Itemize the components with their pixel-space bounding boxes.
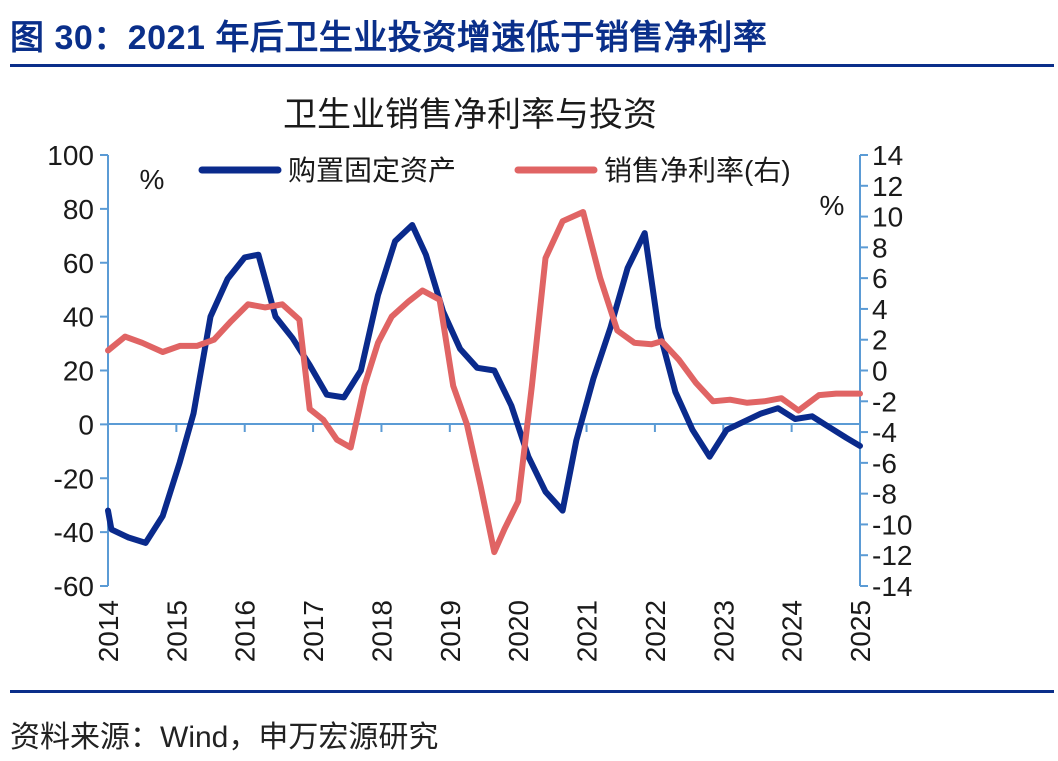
x-tick-label: 2024 [777, 600, 808, 662]
left-axis-ticks: 100 80 60 40 20 0 -20 -40 -60 [47, 140, 108, 602]
x-tick-label: 2014 [93, 600, 124, 662]
right-tick-label: -6 [872, 448, 897, 479]
left-tick-label: -60 [54, 571, 94, 602]
right-tick-label: -10 [872, 509, 912, 540]
right-tick-label: 12 [872, 171, 903, 202]
right-tick-label: 14 [872, 140, 903, 171]
left-tick-label: 60 [63, 248, 94, 279]
left-tick-label: 0 [78, 409, 94, 440]
x-axis-ticks: 2014 2015 2016 2017 2018 2019 2020 2021 2022 2023… [93, 424, 876, 662]
right-tick-label: 10 [872, 202, 903, 233]
left-tick-label: -40 [54, 517, 94, 548]
right-tick-label: 2 [872, 325, 888, 356]
source-note: 资料来源：Wind，申万宏源研究 [10, 721, 439, 754]
x-tick-label: 2022 [640, 600, 671, 662]
x-tick-label: 2020 [503, 600, 534, 662]
right-tick-label: -12 [872, 540, 912, 571]
figure-title: 图 30：2021 年后卫生业投资增速低于销售净利率 [10, 19, 768, 57]
right-tick-label: 0 [872, 356, 888, 387]
x-tick-label: 2016 [230, 600, 261, 662]
right-tick-label: -8 [872, 479, 897, 510]
left-tick-label: -20 [54, 463, 94, 494]
right-tick-label: 4 [872, 294, 888, 325]
series-line-investment [105, 222, 863, 546]
right-tick-label: 6 [872, 263, 888, 294]
right-axis-unit: % [820, 190, 845, 221]
x-tick-label: 2017 [298, 600, 329, 662]
x-tick-label: 2023 [708, 600, 739, 662]
right-tick-label: 8 [872, 232, 888, 263]
legend-label-investment: 购置固定资产 [288, 155, 456, 186]
title-divider [10, 64, 1054, 67]
x-tick-label: 2015 [161, 600, 192, 662]
chart-title: 卫生业销售净利率与投资 [283, 96, 657, 134]
right-tick-label: -14 [872, 571, 912, 602]
left-tick-label: 100 [47, 140, 94, 171]
left-axis-unit: % [140, 164, 165, 195]
x-tick-label: 2018 [366, 600, 397, 662]
x-tick-label: 2025 [845, 600, 876, 662]
legend-label-margin: 销售净利率(右) [604, 155, 791, 186]
source-divider [10, 690, 1054, 693]
right-tick-label: -4 [872, 417, 897, 448]
left-tick-label: 20 [63, 356, 94, 387]
x-tick-label: 2019 [435, 600, 466, 662]
right-tick-label: -2 [872, 386, 897, 417]
series-line-margin [105, 209, 863, 556]
x-tick-label: 2021 [572, 600, 603, 662]
left-tick-label: 80 [63, 194, 94, 225]
legend: 购置固定资产 销售净利率(右) [198, 155, 791, 186]
left-tick-label: 40 [63, 302, 94, 333]
